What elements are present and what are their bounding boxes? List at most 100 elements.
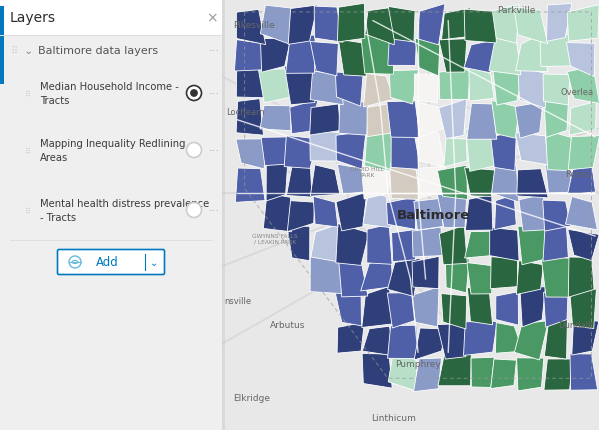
Text: ⠿: ⠿ — [25, 89, 31, 98]
Text: ⠿: ⠿ — [10, 46, 17, 56]
Polygon shape — [415, 75, 438, 103]
Polygon shape — [495, 323, 523, 353]
Bar — [0, 0, 222, 430]
Polygon shape — [415, 40, 440, 77]
Polygon shape — [464, 10, 496, 44]
Polygon shape — [541, 256, 574, 298]
Polygon shape — [259, 70, 290, 103]
Polygon shape — [491, 359, 516, 389]
Polygon shape — [543, 75, 570, 106]
Text: Mapping Inequality Redlining
Areas: Mapping Inequality Redlining Areas — [40, 139, 186, 163]
Polygon shape — [365, 133, 395, 172]
Polygon shape — [495, 195, 516, 230]
Text: Pikesville: Pikesville — [233, 22, 275, 30]
Polygon shape — [440, 226, 467, 265]
Polygon shape — [386, 197, 416, 230]
Polygon shape — [310, 130, 343, 162]
Polygon shape — [338, 40, 368, 77]
Polygon shape — [285, 67, 319, 105]
Polygon shape — [567, 67, 599, 104]
Polygon shape — [261, 138, 291, 166]
Text: Pumphrey: Pumphrey — [395, 359, 441, 368]
Polygon shape — [515, 103, 543, 139]
Text: Overlea: Overlea — [560, 88, 594, 97]
Polygon shape — [546, 4, 572, 42]
Circle shape — [190, 90, 198, 98]
Polygon shape — [544, 319, 567, 359]
Polygon shape — [234, 40, 265, 72]
Bar — [0, 0, 222, 36]
Polygon shape — [491, 132, 516, 171]
Polygon shape — [520, 287, 546, 327]
Polygon shape — [446, 259, 469, 293]
Polygon shape — [389, 162, 419, 200]
Polygon shape — [469, 68, 494, 102]
Polygon shape — [567, 43, 595, 77]
Text: Baltimore data layers: Baltimore data layers — [38, 46, 158, 56]
Polygon shape — [516, 35, 547, 72]
Text: Add: Add — [96, 256, 119, 269]
Polygon shape — [544, 100, 568, 138]
Polygon shape — [237, 10, 266, 46]
Polygon shape — [515, 133, 548, 166]
Polygon shape — [567, 166, 595, 195]
Polygon shape — [572, 319, 599, 355]
Polygon shape — [492, 68, 522, 106]
Polygon shape — [314, 7, 343, 43]
Polygon shape — [266, 161, 288, 202]
Polygon shape — [363, 192, 391, 228]
Polygon shape — [361, 256, 393, 291]
Polygon shape — [336, 224, 369, 266]
Polygon shape — [570, 289, 597, 329]
Polygon shape — [496, 292, 519, 326]
Polygon shape — [388, 7, 415, 43]
Polygon shape — [467, 263, 493, 294]
Polygon shape — [437, 324, 466, 359]
Polygon shape — [464, 322, 497, 356]
Polygon shape — [286, 165, 312, 198]
Polygon shape — [337, 322, 364, 353]
Polygon shape — [444, 138, 467, 168]
Polygon shape — [335, 288, 361, 326]
Polygon shape — [412, 227, 443, 258]
Polygon shape — [517, 169, 548, 198]
Polygon shape — [414, 132, 445, 168]
Polygon shape — [567, 6, 599, 42]
Polygon shape — [543, 290, 568, 328]
Polygon shape — [465, 231, 496, 258]
Bar — [222, 0, 225, 430]
Polygon shape — [236, 67, 265, 98]
Text: Parkville: Parkville — [497, 6, 536, 15]
Polygon shape — [543, 226, 568, 262]
Polygon shape — [310, 255, 343, 294]
Polygon shape — [465, 195, 493, 231]
Polygon shape — [467, 288, 492, 325]
Polygon shape — [540, 34, 571, 68]
Polygon shape — [364, 74, 394, 108]
Polygon shape — [544, 359, 573, 390]
Polygon shape — [467, 104, 497, 140]
Text: ···: ··· — [208, 46, 219, 56]
Polygon shape — [412, 257, 439, 289]
Text: Rosec-: Rosec- — [565, 170, 594, 178]
Polygon shape — [264, 194, 291, 232]
Circle shape — [186, 86, 201, 101]
Circle shape — [186, 143, 201, 158]
Polygon shape — [288, 201, 314, 232]
Polygon shape — [471, 357, 494, 387]
Polygon shape — [415, 102, 443, 138]
Polygon shape — [387, 101, 419, 138]
Text: Mental health distress prevalence
- Tracts: Mental health distress prevalence - Trac… — [40, 199, 209, 222]
Bar — [0, 7, 4, 85]
Polygon shape — [337, 165, 366, 195]
FancyBboxPatch shape — [58, 250, 165, 275]
Polygon shape — [518, 227, 546, 265]
Polygon shape — [546, 165, 571, 194]
Polygon shape — [388, 293, 419, 328]
Polygon shape — [336, 192, 367, 231]
Polygon shape — [492, 101, 519, 139]
Polygon shape — [336, 132, 366, 170]
Text: ···: ··· — [208, 206, 219, 215]
Polygon shape — [514, 8, 548, 45]
Text: Layers: Layers — [10, 11, 56, 25]
